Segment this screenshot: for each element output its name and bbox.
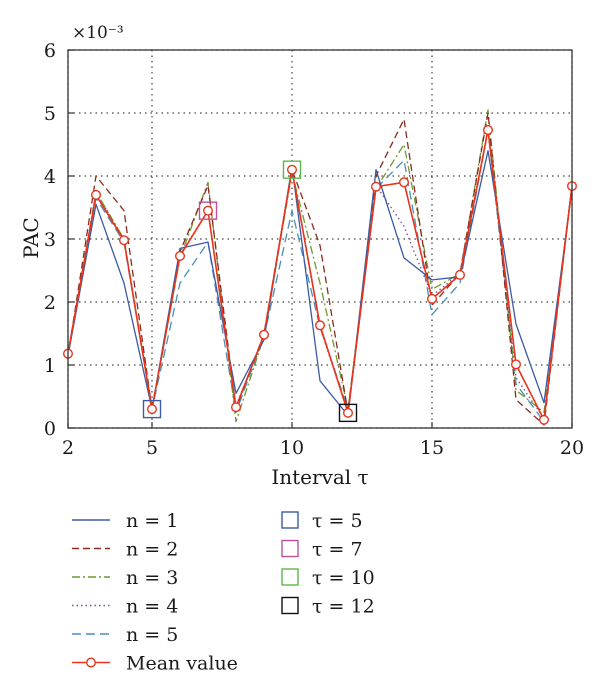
legend-highlight-swatch — [281, 511, 299, 529]
legend-label: τ = 12 — [312, 596, 375, 618]
legend-marker — [85, 657, 96, 668]
mean-marker — [202, 205, 213, 216]
legend-highlight-swatch — [281, 539, 299, 558]
legend-label: n = 2 — [126, 539, 178, 561]
y-axis-label: PAC — [19, 217, 43, 258]
mean-marker — [511, 359, 522, 370]
y-tick-label: 3 — [44, 229, 56, 251]
highlight-square-tau-10 — [282, 160, 302, 179]
legend-label: n = 3 — [126, 567, 178, 589]
legend-label: τ = 5 — [312, 510, 363, 532]
series-lines — [67, 109, 573, 426]
x-tick-label: 15 — [420, 437, 444, 459]
x-axis-label: Interval τ — [271, 465, 368, 489]
mean-markers — [63, 125, 578, 425]
y-tick-label: 0 — [44, 418, 56, 440]
highlight-square-tau-5 — [142, 399, 162, 419]
y-tick-label: 6 — [44, 40, 56, 62]
mean-marker — [146, 404, 157, 415]
y-tick-label: 5 — [44, 103, 56, 125]
legend-label: τ = 10 — [312, 567, 375, 589]
mean-marker — [539, 414, 550, 425]
mean-marker — [287, 164, 298, 175]
mean-marker — [174, 251, 185, 262]
y-axis-multiplier: ×10⁻³ — [72, 23, 124, 43]
x-axis-ticks: 2 5 10 15 20 — [62, 422, 584, 459]
x-tick-label: 20 — [560, 437, 584, 459]
mean-marker — [118, 235, 129, 246]
legend-label: Mean value — [126, 653, 238, 675]
legend-highlight-swatch — [281, 568, 299, 586]
mean-marker — [343, 407, 354, 418]
highlight-square-tau-12 — [338, 403, 358, 423]
series-line-n4 — [67, 131, 573, 420]
x-tick-label: 10 — [280, 437, 304, 459]
series-line-n3 — [67, 109, 573, 423]
mean-marker — [371, 181, 382, 192]
y-tick-label: 4 — [44, 166, 56, 188]
x-tick-label: 2 — [62, 437, 74, 459]
mean-marker — [90, 189, 101, 200]
y-tick-label: 1 — [44, 355, 56, 377]
series-line-n2 — [67, 112, 573, 426]
mean-marker — [427, 293, 438, 304]
y-axis-ticks: 0 1 2 3 4 5 6 — [44, 40, 74, 440]
y-tick-label: 2 — [44, 292, 56, 314]
mean-marker — [399, 177, 410, 188]
legend-label: n = 5 — [126, 624, 178, 646]
highlight-square-tau-7 — [198, 201, 218, 220]
mean-marker — [230, 402, 241, 413]
mean-marker — [315, 320, 326, 331]
legend-highlight-swatch — [281, 596, 299, 615]
legend-label: n = 4 — [126, 596, 178, 618]
mean-marker — [483, 125, 494, 136]
mean-marker — [259, 329, 270, 340]
legend-label: τ = 7 — [312, 539, 363, 561]
highlight-squares — [142, 160, 358, 423]
x-tick-label: 5 — [146, 437, 158, 459]
legend: n = 1 n = 2 n = 3 n = 4 n = 5 Mean value τ = 5… — [72, 510, 375, 675]
legend-label: n = 1 — [126, 510, 178, 532]
mean-marker — [455, 269, 466, 280]
